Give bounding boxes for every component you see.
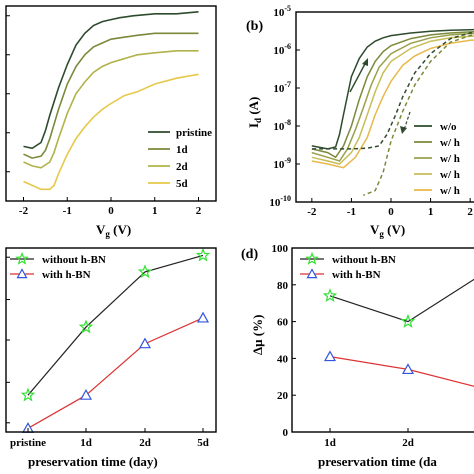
panel-b-xtick-label-3: 1: [428, 206, 434, 218]
panel-b-ytick-label-1: 10-9: [273, 156, 291, 171]
panel-b-xtick-label-1: -1: [347, 206, 356, 218]
panel-c-legend-label-1: with h-BN: [42, 269, 91, 281]
panel-d-point-0-0: [322, 288, 338, 303]
panel-c-point-0-2: [137, 264, 153, 279]
panel-a-series-group: [23, 11, 199, 191]
panel-b-ytick-label-5: 10-5: [273, 4, 291, 19]
panel-d-legend-label-0: without h-BN: [332, 254, 396, 266]
panel-d-frame: [291, 247, 474, 433]
panel-c-xtick-label-1: 1d: [80, 437, 92, 449]
panel-a-xtick-label-1: -1: [63, 205, 72, 217]
panel-b-ytick-label-4: 10-6: [273, 42, 291, 57]
panel-d-ytick-label-5: 100: [272, 243, 289, 255]
panel-a-series-2: [23, 50, 199, 169]
panel-c-point-1-2: [138, 337, 152, 349]
panel-d-ytick-label-0: 0: [283, 427, 289, 439]
panel-c-legend-marker-0: [15, 251, 29, 265]
panel-b-series-5: [311, 31, 474, 150]
panel-d-ytick-label-1: 20: [277, 390, 289, 402]
panel-b-series-4: [311, 39, 474, 169]
panel-d-chart: (d) 1d 2d 0 20 40 60 80 100 without h-BN with h-…: [241, 243, 474, 469]
panel-b-sweep-arrows: [349, 58, 411, 134]
panel-d-ytick-label-4: 80: [277, 280, 289, 292]
panel-a-legend-label-0: pristine: [176, 127, 212, 139]
panel-c-chart: pristine 1d 2d 5d without h-BN with h-BN pre…: [5, 247, 217, 469]
panel-b-legend-label-4: w/ h: [440, 185, 460, 197]
panel-b-label: (b): [246, 19, 263, 34]
panel-c-xtick-label-2: 2d: [139, 437, 151, 449]
panel-b-chart: (b) -2 -1 0 1 2 10-10 10-9 10-8 10-7 10-6 10-5 w/o…: [246, 4, 474, 239]
panel-d-xtick-label-0: 1d: [324, 437, 336, 449]
panel-d-xlabel: preservation time (da: [318, 454, 437, 469]
panel-c-xlabel: preservation time (day): [28, 454, 158, 469]
panel-a-xtick-label-2: 0: [108, 205, 114, 217]
panel-b-series-1: [311, 31, 474, 159]
panel-c-point-0-3: [195, 247, 211, 262]
panel-a-series-0: [23, 11, 199, 150]
panel-a-legend-label-1: 1d: [176, 144, 188, 156]
panel-d-ylabel: Δμ (%): [250, 315, 265, 355]
panel-b-series-6: [363, 34, 474, 196]
panel-d-legend-marker-1: [306, 268, 318, 279]
panel-b-reverse-arrow-head: [400, 126, 407, 134]
panel-b-xlabel: Vg (V): [370, 222, 405, 239]
panel-c-series-line-0: [27, 254, 204, 396]
panel-d-point-1-1: [401, 363, 415, 375]
panel-c-legend: without h-BN with h-BN: [10, 251, 106, 281]
panel-b-series-3: [311, 35, 474, 165]
panel-c-series-group: [20, 247, 211, 433]
panel-a-xlabel: Vg (V): [96, 222, 131, 239]
panel-b-series-group: [311, 28, 474, 196]
panel-d-series-line-0: [329, 278, 474, 323]
panel-c-xtick-label-3: 5d: [197, 437, 209, 449]
panel-a-xtick-label-0: -2: [19, 205, 29, 217]
panel-d-xtick-label-1: 2d: [402, 437, 414, 449]
panel-b-legend: w/o w/ h w/ h w/ h w/ h: [414, 121, 460, 197]
panel-b-forward-arrow-head: [362, 58, 368, 66]
panel-b-ytick-label-3: 10-7: [273, 80, 291, 95]
panel-d-series-group: [322, 278, 474, 387]
panel-b-xtick-label-4: 2: [467, 206, 473, 218]
panel-d-legend: without h-BN with h-BN: [300, 251, 396, 281]
panel-a-series-3: [23, 73, 199, 191]
panel-b-ylabel: Id (A): [246, 97, 263, 128]
panel-b-series-2: [311, 32, 474, 162]
panel-c-legend-marker-1: [16, 268, 28, 279]
panel-b-ytick-label-2: 10-8: [273, 118, 291, 133]
panel-b-forward-arrow-shaft: [349, 61, 367, 93]
panel-a-legend: pristine 1d 2d 5d: [148, 127, 212, 190]
panel-c-series-line-1: [27, 317, 204, 429]
panel-a-legend-label-3: 5d: [176, 178, 188, 190]
panel-d-series-line-1: [329, 356, 474, 387]
panel-c-frame: [5, 247, 217, 433]
panel-c-legend-label-0: without h-BN: [42, 254, 106, 266]
panel-b-series-0: [311, 28, 474, 150]
panel-d-ytick-label-3: 60: [277, 317, 289, 329]
panel-b-legend-label-2: w/ h: [440, 153, 460, 165]
panel-a-legend-label-2: 2d: [176, 161, 188, 173]
panel-b-legend-label-1: w/ h: [440, 137, 460, 149]
panel-b-legend-label-3: w/ h: [440, 169, 460, 181]
panel-b-xtick-label-2: 0: [388, 206, 394, 218]
panel-d-legend-label-1: with h-BN: [332, 269, 381, 281]
panel-b-xtick-label-0: -2: [307, 206, 317, 218]
panel-b-legend-label-0: w/o: [440, 121, 457, 133]
panel-d-ytick-label-2: 40: [277, 353, 289, 365]
panel-a-chart: -2 -1 0 1 2 pristine 1d 2d 5d Vg (V): [5, 5, 217, 239]
panel-d-label: (d): [241, 247, 258, 262]
panel-c-point-0-1: [78, 319, 94, 334]
panel-b-ytick-label-0: 10-10: [269, 194, 291, 209]
panel-c-xtick-label-0: pristine: [10, 437, 46, 449]
panel-d-point-1-0: [323, 350, 337, 362]
panel-d-legend-marker-0: [305, 251, 319, 265]
panel-c-point-1-1: [79, 388, 93, 400]
panel-c-point-1-3: [196, 311, 210, 323]
panel-c-point-0-0: [20, 387, 36, 402]
panel-a-xtick-label-4: 2: [196, 205, 202, 217]
panel-b-reverse-arrow-shaft: [403, 111, 411, 131]
panel-d-point-0-1: [400, 313, 416, 328]
panel-a-xtick-label-3: 1: [152, 205, 158, 217]
panel-a-series-1: [23, 32, 199, 159]
